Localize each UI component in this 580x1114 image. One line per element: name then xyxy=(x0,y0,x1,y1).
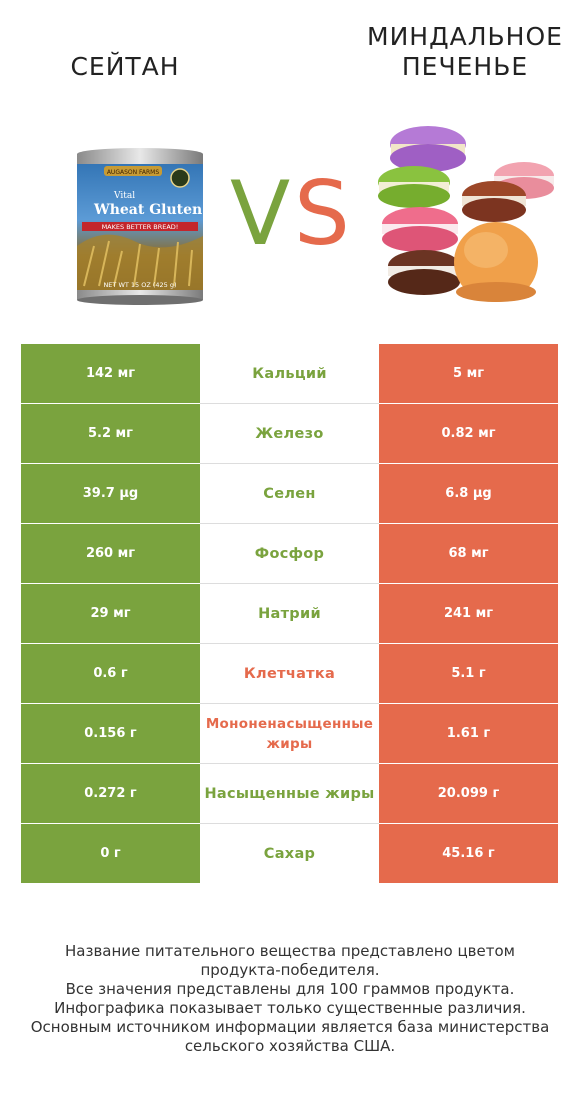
label-net-weight-text: NET WT 15 OZ (425 g) xyxy=(103,281,176,289)
footer-line: Название питательного вещества представл… xyxy=(65,942,515,960)
left-value-cell: 0.156 г xyxy=(21,704,200,763)
table-row: 5.2 мг Железо 0.82 мг xyxy=(21,404,558,464)
left-value-cell: 39.7 µg xyxy=(21,464,200,523)
right-value-cell: 1.61 г xyxy=(379,704,558,763)
left-value-cell: 0 г xyxy=(21,824,200,883)
label-tagline-text: MAKES BETTER BREAD! xyxy=(102,223,179,231)
nutrient-name-cell: Насыщенные жиры xyxy=(200,764,379,823)
label-vital-text: Vital xyxy=(113,191,135,201)
macaron-purple xyxy=(390,126,466,172)
footer-notes: Название питательного вещества представл… xyxy=(20,942,560,1056)
right-value-cell: 241 мг xyxy=(379,584,558,643)
left-value-cell: 0.272 г xyxy=(21,764,200,823)
vs-v-letter: V xyxy=(230,162,290,258)
row-divider xyxy=(200,763,379,764)
table-row: 0.272 г Насыщенные жиры 20.099 г xyxy=(21,764,558,824)
nutrient-comparison-table: 142 мг Кальций 5 мг 5.2 мг Железо 0.82 м… xyxy=(21,344,558,884)
macaron-brown xyxy=(462,181,526,222)
right-value-cell: 5.1 г xyxy=(379,644,558,703)
left-value-cell: 260 мг xyxy=(21,524,200,583)
footer-line: Все значения представлены для 100 граммо… xyxy=(65,980,515,998)
brand-banner xyxy=(104,166,162,176)
table-row: 0 г Сахар 45.16 г xyxy=(21,824,558,884)
row-divider xyxy=(200,463,379,464)
table-row: 0.6 г Клетчатка 5.1 г xyxy=(21,644,558,704)
brand-text: AUGASON FARMS xyxy=(107,169,160,176)
macaron-chocolate xyxy=(388,250,460,295)
footer-line: Основным источником информации является … xyxy=(30,1018,550,1036)
left-value-cell: 0.6 г xyxy=(21,644,200,703)
table-row: 0.156 г Мононенасыщенные жиры 1.61 г xyxy=(21,704,558,764)
right-title-line-1: МИНДАЛЬНОЕ xyxy=(367,22,563,51)
vs-label: V S xyxy=(230,162,350,258)
footer-line: Инфографика показывает только существенн… xyxy=(54,999,526,1017)
macaron-orange xyxy=(454,222,538,302)
nutrient-name-cell: Сахар xyxy=(200,824,379,883)
macaron-green xyxy=(378,166,450,208)
macarons-image xyxy=(378,126,554,302)
table-row: 260 мг Фосфор 68 мг xyxy=(21,524,558,584)
vs-s-letter: S xyxy=(294,162,350,258)
right-value-cell: 0.82 мг xyxy=(379,404,558,463)
right-title-line-2: ПЕЧЕНЬЕ xyxy=(401,52,529,81)
footer-line: продукта-победителя. xyxy=(200,961,380,979)
row-divider xyxy=(200,583,379,584)
row-divider xyxy=(200,523,379,524)
right-value-cell: 45.16 г xyxy=(379,824,558,883)
row-divider xyxy=(200,703,379,704)
nutrient-name-cell: Кальций xyxy=(200,344,379,403)
left-value-cell: 5.2 мг xyxy=(21,404,200,463)
right-value-cell: 6.8 µg xyxy=(379,464,558,523)
left-value-cell: 142 мг xyxy=(21,344,200,403)
wheat-gluten-can-image: AUGASON FARMS Vital Wheat Gluten MAKES B… xyxy=(77,148,203,305)
row-divider xyxy=(200,403,379,404)
table-row: 142 мг Кальций 5 мг xyxy=(21,344,558,404)
nutrient-name-cell: Фосфор xyxy=(200,524,379,583)
right-product-title: МИНДАЛЬНОЕ ПЕЧЕНЬЕ xyxy=(362,22,568,82)
footer-line: сельского хозяйства США. xyxy=(184,1037,396,1055)
right-value-cell: 20.099 г xyxy=(379,764,558,823)
nutrient-name-cell: Железо xyxy=(200,404,379,463)
nutrient-name-cell: Натрий xyxy=(200,584,379,643)
nutrient-name-cell: Мононенасыщенные жиры xyxy=(200,704,379,763)
left-product-title: СЕЙТАН xyxy=(70,52,180,81)
table-row: 39.7 µg Селен 6.8 µg xyxy=(21,464,558,524)
table-row: 29 мг Натрий 241 мг xyxy=(21,584,558,644)
row-divider xyxy=(200,643,379,644)
nutrient-name-cell: Клетчатка xyxy=(200,644,379,703)
right-value-cell: 5 мг xyxy=(379,344,558,403)
row-divider xyxy=(200,823,379,824)
macaron-pink xyxy=(382,207,458,252)
right-value-cell: 68 мг xyxy=(379,524,558,583)
label-wheat-gluten-text: Wheat Gluten xyxy=(93,202,202,218)
nutrient-name-cell: Селен xyxy=(200,464,379,523)
left-value-cell: 29 мг xyxy=(21,584,200,643)
